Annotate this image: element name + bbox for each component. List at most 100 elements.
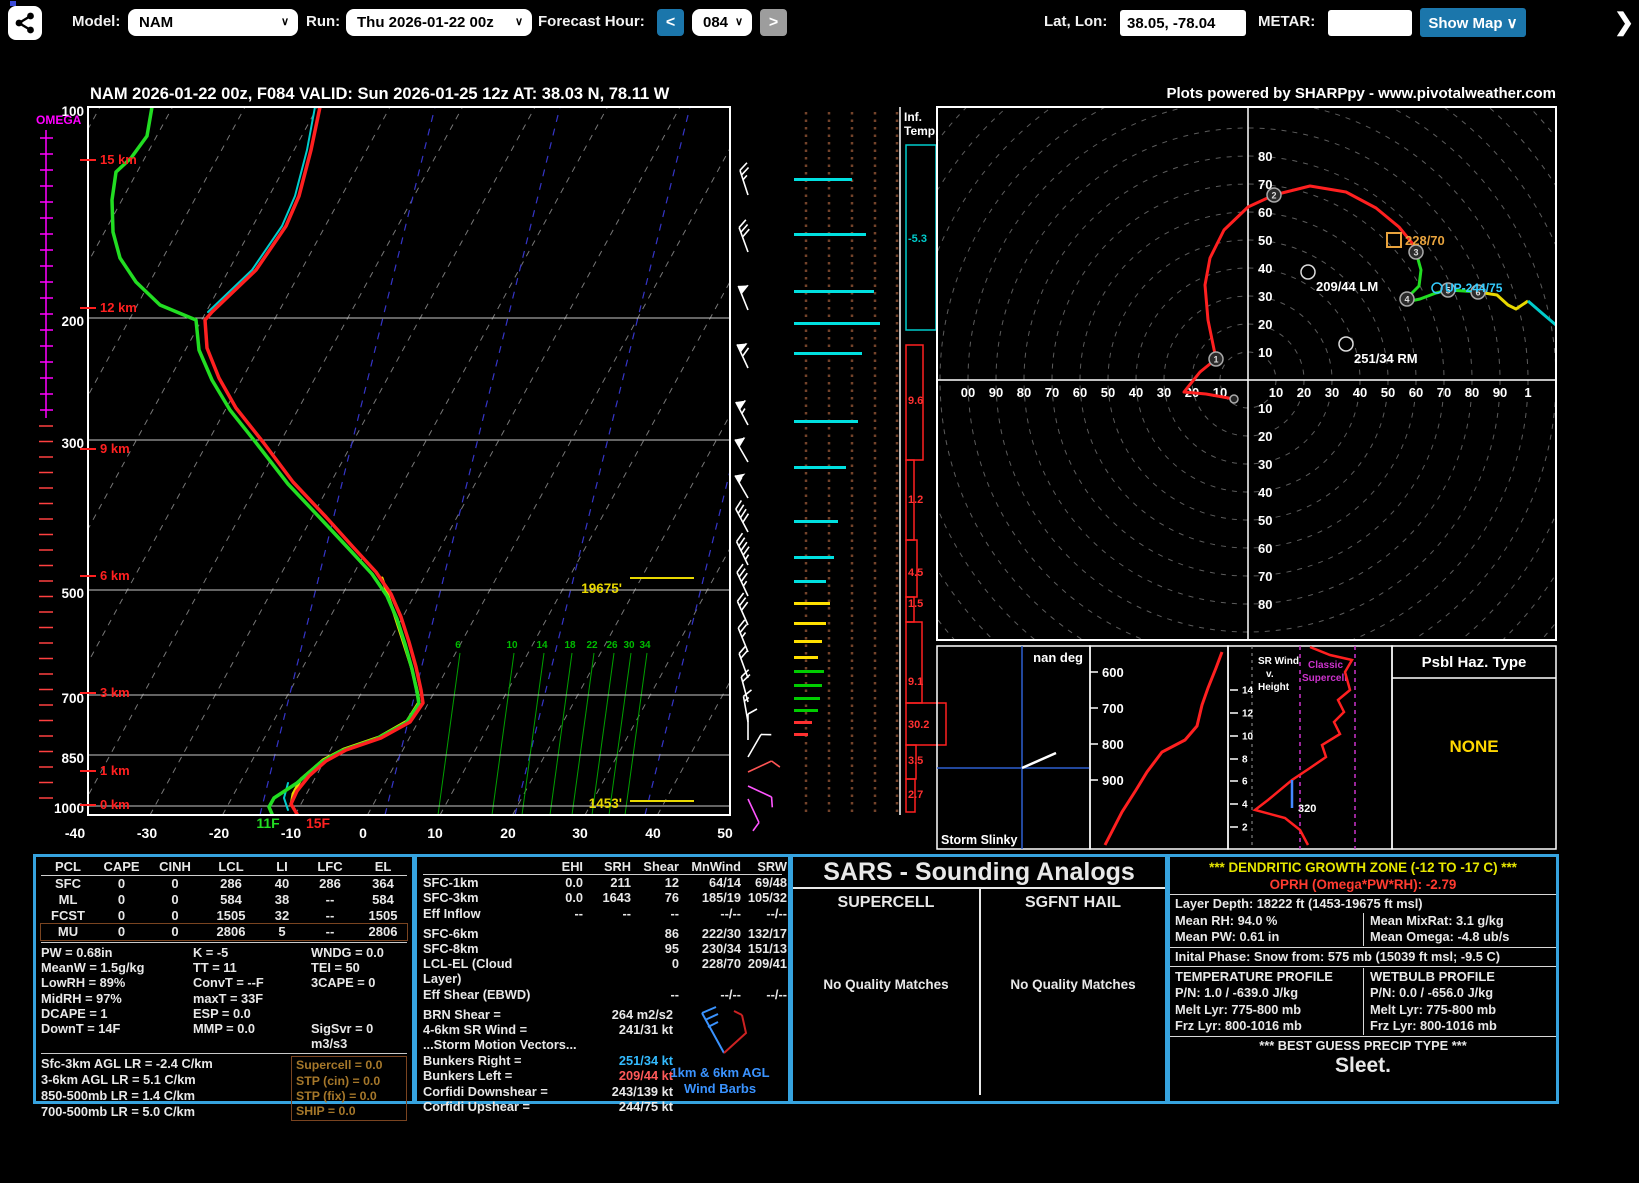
wind-barb bbox=[747, 708, 758, 740]
severe-index-line: Supercell = 0.0 bbox=[296, 1058, 383, 1073]
sars-hail-header: SGFNT HAIL bbox=[1025, 894, 1121, 911]
srwind-height-tick: 2 bbox=[1242, 823, 1248, 834]
svg-text:3: 3 bbox=[1413, 248, 1418, 258]
thermo-panel: PCL CAPE CINH LCL LI LFC EL SFC 0 0 286 40 286 364 ML 0… bbox=[33, 854, 415, 1122]
pressure-label: 500 bbox=[61, 586, 84, 601]
stats-row: MidRH = 97% maxT = 33F bbox=[41, 990, 264, 1006]
dgz-stat: Mean PW: 0.61 in bbox=[1175, 929, 1280, 944]
parcel-table-row: SFC 0 0 286 40 286 364 bbox=[55, 876, 394, 891]
hodo-axis-label: 20 bbox=[1258, 317, 1272, 332]
upshear-marker bbox=[1431, 282, 1443, 294]
right-mover-label: 251/34 RM bbox=[1354, 351, 1418, 366]
show-map-button[interactable]: Show Map ∨ bbox=[1420, 8, 1526, 37]
hazard-value: NONE bbox=[1449, 737, 1498, 756]
warm-advection-box bbox=[905, 702, 947, 746]
hodograph-trace bbox=[1182, 184, 1418, 401]
profile-line: Frz Lyr: 800-1016 mb bbox=[1370, 1018, 1497, 1033]
height-label: 0 km bbox=[100, 797, 130, 812]
moisture-bar bbox=[794, 622, 826, 625]
shear-table-row: LCL-EL (Cloud Layer) 0 228/70 209/41 bbox=[423, 956, 787, 987]
storm-slinky-panel bbox=[936, 645, 1091, 850]
moisture-bar bbox=[794, 290, 874, 293]
hodo-axis-label: 70 bbox=[1258, 177, 1272, 192]
stats-row: DownT = 14F MMP = 0.0 SigSvr = 0 m3/s3 bbox=[41, 1021, 374, 1052]
slinky-deg-label: nan deg bbox=[1033, 650, 1083, 665]
wetbulb-profile-title: WETBULB PROFILE bbox=[1370, 969, 1495, 984]
storm-motion-header: ...Storm Motion Vectors... bbox=[423, 1037, 577, 1053]
skewt-border bbox=[87, 106, 731, 816]
moisture-bar bbox=[794, 352, 862, 355]
chevron-down-icon: ∨ bbox=[734, 16, 743, 28]
wind-barb bbox=[740, 669, 751, 703]
storm-slinky-label: Storm Slinky bbox=[941, 833, 1017, 847]
moisture-bar bbox=[794, 466, 846, 469]
thetae-pressure-label: 900 bbox=[1102, 773, 1124, 788]
moisture-bar bbox=[794, 233, 866, 236]
el-height-label: 19675' bbox=[581, 581, 622, 596]
run-select[interactable]: Thu 2026-01-22 00z ∨ bbox=[346, 9, 532, 36]
shear-table: EHI SRH Shear MnWind SRW SFC-1km 0.0 211 12 64/14… bbox=[423, 859, 787, 1002]
temp-axis-label: 20 bbox=[500, 825, 516, 841]
warm-advection-value: 1.5 bbox=[908, 598, 923, 610]
warm-advection-box bbox=[905, 621, 923, 704]
column-header: LI bbox=[276, 859, 288, 874]
hodo-axis-label: 10 bbox=[1269, 385, 1283, 400]
temperature-profile: TEMPERATURE PROFILE P/N: 1.0 / -639.0 J/… bbox=[1170, 968, 1363, 1035]
hodo-axis-label: 10 bbox=[1258, 345, 1272, 360]
latlon-label: Lat, Lon: bbox=[1044, 13, 1108, 30]
lapse-rate-line: 700-500mb LR = 5.0 C/km bbox=[41, 1103, 195, 1119]
share-button[interactable] bbox=[8, 6, 42, 40]
hour-select[interactable]: 084 ∨ bbox=[692, 9, 752, 36]
wind-barb bbox=[735, 499, 750, 533]
model-select[interactable]: NAM ∨ bbox=[128, 9, 298, 36]
moisture-bar bbox=[794, 178, 852, 181]
thermo-stats: PW = 0.68in K = -5 WNDG = 0.0 MeanW = 1.5g/… bbox=[41, 945, 407, 1051]
wind-barb bbox=[739, 162, 750, 196]
parcel-table-row: MU 0 0 2806 5 -- 2806 bbox=[40, 923, 408, 941]
dewpoint-trace bbox=[110, 108, 421, 814]
hodo-axis-label: 50 bbox=[1258, 233, 1272, 248]
agl-wind-barbs-icon bbox=[701, 1006, 748, 1054]
model-label: Model: bbox=[72, 13, 121, 30]
shear-vector-label: 228/70 bbox=[1405, 233, 1445, 248]
hodo-axis-label: 60 bbox=[1258, 205, 1272, 220]
shear-table-row: Eff Inflow -- -- -- --/-- --/-- bbox=[423, 905, 787, 921]
hodo-axis-label: 10 bbox=[1258, 401, 1272, 416]
dgz-oprh: OPRH (Omega*PW*RH): -2.79 bbox=[1269, 877, 1457, 892]
hazard-panel bbox=[1391, 645, 1557, 850]
moisture-bar bbox=[794, 602, 830, 605]
wind-barb bbox=[747, 785, 774, 808]
credit-text: Plots powered by SHARPpy - www.pivotalwe… bbox=[1166, 85, 1556, 102]
wind-barb bbox=[736, 563, 749, 597]
corner-dot bbox=[10, 1, 16, 6]
kinematics-panel: EHI SRH Shear MnWind SRW SFC-1km 0.0 211 12 64/14… bbox=[414, 854, 791, 1114]
srwind-height-tick: 12 bbox=[1242, 709, 1254, 720]
mixing-ratio-label: 18 bbox=[564, 640, 576, 651]
sars-hail-column: SGFNT HAIL No Quality Matches bbox=[979, 889, 1165, 1095]
dgz-stat: Mean Omega: -4.8 ub/s bbox=[1363, 929, 1556, 946]
wind-barb bbox=[742, 689, 752, 723]
hodo-axis-label: 00 bbox=[961, 385, 975, 400]
pressure-label: 300 bbox=[61, 436, 84, 451]
hodo-axis-label: 50 bbox=[1101, 385, 1115, 400]
hodo-axis-label: 20 bbox=[1258, 429, 1272, 444]
surface-dewpoint-label: 11F bbox=[256, 815, 280, 831]
metar-input[interactable] bbox=[1328, 10, 1412, 36]
hodo-axis-label: 60 bbox=[1258, 541, 1272, 556]
srwind-title: SR Wind bbox=[1258, 656, 1299, 667]
prev-hour-button[interactable]: < bbox=[657, 9, 684, 36]
height-marker bbox=[1470, 284, 1486, 300]
warm-advection-value: 9.6 bbox=[908, 395, 923, 407]
dgz-title: *** DENDRITIC GROWTH ZONE (-12 TO -17 C)… bbox=[1209, 860, 1517, 875]
svg-text:4: 4 bbox=[1404, 295, 1409, 305]
sars-title: SARS - Sounding Analogs bbox=[793, 857, 1165, 889]
column-header: LFC bbox=[317, 859, 343, 874]
latlon-input[interactable] bbox=[1120, 10, 1246, 36]
wind-barb bbox=[737, 619, 749, 653]
chevron-down-icon: ∨ bbox=[514, 16, 523, 28]
chevron-down-icon: ∨ bbox=[280, 16, 289, 28]
collapse-chevron-icon[interactable]: ❯ bbox=[1614, 9, 1635, 36]
next-hour-button[interactable]: > bbox=[760, 9, 787, 36]
dgz-layer-depth: Layer Depth: 18222 ft (1453-19675 ft msl… bbox=[1175, 896, 1423, 911]
